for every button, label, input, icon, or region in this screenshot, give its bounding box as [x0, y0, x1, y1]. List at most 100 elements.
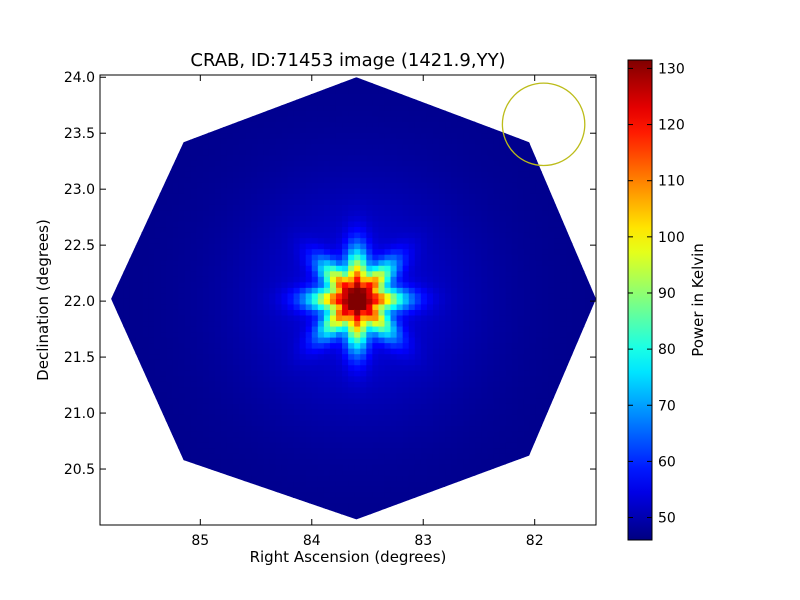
heatmap-cell	[383, 419, 391, 427]
heatmap-cell	[511, 491, 518, 498]
heatmap-cell	[389, 508, 397, 515]
heatmap-cell	[299, 359, 306, 366]
heatmap-cell	[311, 276, 318, 283]
heatmap-cell	[468, 502, 476, 509]
heatmap-cell	[547, 447, 555, 454]
heatmap-cell	[420, 248, 427, 255]
heatmap-cell	[286, 143, 294, 150]
heatmap-cell	[226, 115, 233, 123]
heatmap-cell	[383, 182, 391, 189]
heatmap-cell	[341, 298, 349, 305]
heatmap-cell	[492, 292, 500, 299]
heatmap-cell	[226, 458, 233, 465]
heatmap-cell	[426, 270, 433, 277]
heatmap-cell	[371, 486, 379, 493]
heatmap-cell	[541, 370, 549, 377]
heatmap-cell	[523, 176, 530, 183]
heatmap-cell	[577, 165, 585, 172]
heatmap-cell	[547, 215, 555, 222]
heatmap-cell	[347, 292, 355, 299]
heatmap-cell	[268, 215, 276, 222]
heatmap-cell	[292, 513, 300, 520]
heatmap-cell	[426, 82, 433, 89]
heatmap-cell	[474, 320, 482, 327]
heatmap-cell	[305, 314, 312, 322]
heatmap-cell	[335, 430, 343, 438]
heatmap-cell	[305, 171, 312, 178]
heatmap-cell	[347, 154, 355, 161]
heatmap-cell	[329, 491, 336, 498]
heatmap-cell	[220, 209, 227, 217]
heatmap-cell	[414, 342, 421, 349]
heatmap-cell	[511, 375, 518, 382]
heatmap-cell	[462, 348, 470, 355]
heatmap-cell	[505, 348, 512, 355]
heatmap-cell	[438, 287, 446, 294]
heatmap-cell	[220, 508, 227, 515]
heatmap-cell	[286, 337, 294, 344]
heatmap-cell	[311, 220, 318, 228]
heatmap-cell	[274, 359, 282, 366]
heatmap-cell	[305, 337, 312, 344]
heatmap-cell	[559, 110, 567, 117]
heatmap-cell	[347, 419, 355, 427]
heatmap-cell	[450, 337, 458, 344]
heatmap-cell	[571, 370, 579, 377]
heatmap-cell	[256, 353, 264, 360]
heatmap-cell	[256, 381, 264, 388]
heatmap-cell	[292, 204, 300, 211]
heatmap-cell	[359, 259, 367, 266]
heatmap-cell	[583, 154, 591, 161]
heatmap-cell	[365, 104, 373, 111]
heatmap-cell	[365, 453, 373, 460]
heatmap-cell	[414, 348, 421, 355]
heatmap-cell	[274, 143, 282, 150]
heatmap-cell	[280, 270, 288, 277]
heatmap-cell	[299, 430, 306, 438]
heatmap-cell	[299, 475, 306, 482]
heatmap-cell	[389, 502, 397, 509]
heatmap-cell	[371, 364, 379, 371]
heatmap-cell	[529, 99, 536, 106]
heatmap-cell	[511, 497, 518, 504]
heatmap-cell	[377, 204, 385, 211]
heatmap-cell	[280, 93, 288, 100]
heatmap-cell	[220, 243, 227, 250]
heatmap-cell	[456, 165, 464, 172]
heatmap-cell	[353, 165, 361, 172]
heatmap-cell	[541, 121, 549, 128]
heatmap-cell	[468, 171, 476, 178]
heatmap-cell	[220, 287, 227, 294]
heatmap-cell	[517, 143, 524, 150]
heatmap-cell	[517, 276, 524, 283]
heatmap-cell	[341, 176, 349, 183]
heatmap-cell	[220, 248, 227, 255]
heatmap-cell	[262, 480, 270, 487]
heatmap-cell	[226, 309, 233, 316]
heatmap-cell	[335, 132, 343, 139]
heatmap-cell	[432, 469, 440, 476]
heatmap-cell	[359, 442, 367, 449]
heatmap-cell	[365, 464, 373, 471]
heatmap-cell	[262, 110, 270, 117]
heatmap-cell	[274, 126, 282, 134]
heatmap-cell	[571, 82, 579, 89]
heatmap-cell	[426, 292, 433, 299]
heatmap-cell	[335, 475, 343, 482]
heatmap-cell	[450, 480, 458, 487]
heatmap-cell	[408, 187, 415, 194]
heatmap-cell	[365, 99, 373, 106]
heatmap-cell	[365, 298, 373, 305]
heatmap-cell	[535, 171, 543, 178]
heatmap-cell	[274, 386, 282, 393]
heatmap-cell	[577, 392, 585, 399]
heatmap-cell	[468, 309, 476, 316]
heatmap-cell	[486, 453, 494, 460]
heatmap-cell	[571, 475, 579, 482]
heatmap-cell	[474, 497, 482, 504]
heatmap-cell	[571, 314, 579, 322]
heatmap-cell	[256, 248, 264, 255]
heatmap-cell	[499, 298, 506, 305]
heatmap-cell	[517, 314, 524, 322]
heatmap-cell	[299, 331, 306, 338]
